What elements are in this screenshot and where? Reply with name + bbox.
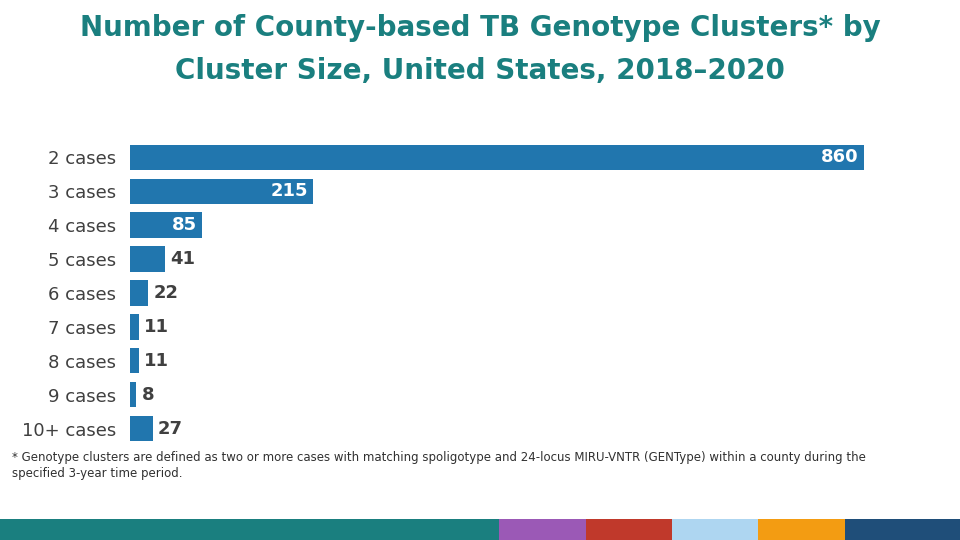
Bar (586, 519, 672, 540)
Text: 860: 860 (821, 148, 859, 166)
Bar (130, 246, 164, 272)
Bar (845, 519, 960, 540)
Bar (0, 519, 499, 540)
Text: Number of County-based TB Genotype Clusters* by: Number of County-based TB Genotype Clust… (80, 14, 880, 42)
Bar (672, 519, 758, 540)
Text: 27: 27 (157, 420, 182, 437)
Text: Cluster Size, United States, 2018–2020: Cluster Size, United States, 2018–2020 (175, 57, 785, 85)
Bar (130, 179, 313, 204)
Text: 22: 22 (154, 284, 179, 302)
Bar (758, 519, 845, 540)
Bar (130, 348, 139, 374)
Text: * Genotype clusters are defined as two or more cases with matching spoligotype a: * Genotype clusters are defined as two o… (12, 451, 866, 464)
Text: 11: 11 (144, 352, 169, 370)
Bar (130, 314, 139, 340)
Text: 8: 8 (141, 386, 155, 404)
Bar (130, 145, 864, 170)
Text: specified 3-year time period.: specified 3-year time period. (12, 467, 183, 480)
Bar (130, 212, 203, 238)
Text: 85: 85 (172, 216, 197, 234)
Bar (130, 382, 136, 407)
Text: 215: 215 (271, 183, 308, 200)
Bar (130, 416, 153, 441)
Text: 41: 41 (170, 250, 195, 268)
Text: 11: 11 (144, 318, 169, 336)
Bar (130, 280, 149, 306)
Bar (499, 519, 586, 540)
